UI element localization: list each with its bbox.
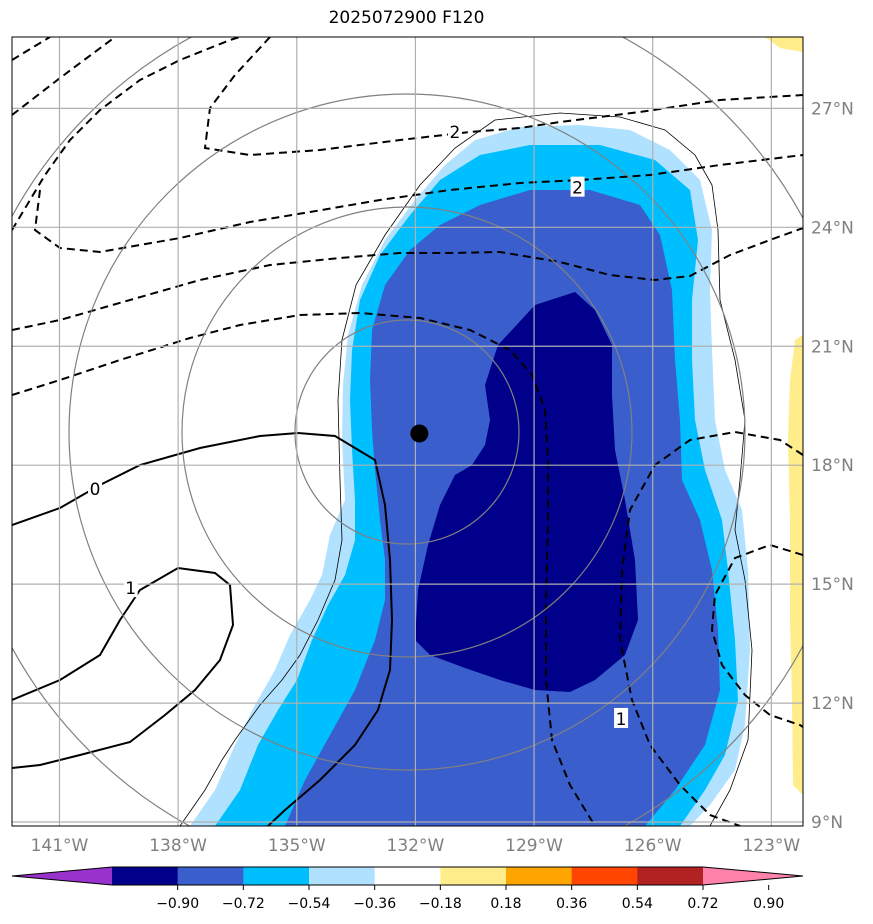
colorbar-segment xyxy=(637,867,704,885)
dashed-contour-6 xyxy=(12,227,803,331)
contour-label: 2 xyxy=(450,123,461,143)
contour-labels: 2 2 0 1 1 xyxy=(88,121,629,730)
fill-light-yellow-right xyxy=(788,335,803,795)
contour-label: 2 xyxy=(572,179,583,199)
colorbar-tick-label: 0.54 xyxy=(622,896,653,912)
colorbar-segment xyxy=(571,867,638,885)
range-ring-3 xyxy=(68,93,746,771)
contour-label-bg xyxy=(614,707,629,728)
colorbar-segment xyxy=(243,867,310,885)
colorbar-tick-label: 0.18 xyxy=(490,896,521,912)
colorbar-segment xyxy=(440,867,507,885)
lon-tick-label: 129°W xyxy=(505,836,563,856)
lon-tick-label: 126°W xyxy=(624,836,682,856)
contour-label-bg xyxy=(447,121,462,142)
colorbar-segment xyxy=(112,867,179,885)
dashed-contour-8 xyxy=(618,430,803,826)
contour-label-bg xyxy=(570,176,585,197)
lat-tick-label: 24°N xyxy=(811,218,854,238)
plot-frame xyxy=(11,36,804,827)
contour-label: 1 xyxy=(616,710,627,730)
colorbar-tick-label: −0.72 xyxy=(222,896,265,912)
colorbar-segment xyxy=(374,867,441,885)
colorbar-tick-label: 0.90 xyxy=(753,896,784,912)
lat-tick-label: 9°N xyxy=(811,813,843,833)
range-ring-1 xyxy=(294,319,520,545)
contour-label: 0 xyxy=(90,480,101,500)
dashed-contour-2 xyxy=(12,37,116,116)
lat-tick-label: 18°N xyxy=(811,456,854,476)
dashed-contour-7 xyxy=(12,311,596,826)
lat-tick-label: 21°N xyxy=(811,337,854,357)
contour-label: 1 xyxy=(125,579,136,599)
colorbar-tick-label: 0.72 xyxy=(687,896,718,912)
dashed-contour-3 xyxy=(12,37,241,231)
colorbar-tick-label: 0.36 xyxy=(556,896,587,912)
storm-center-marker xyxy=(410,424,429,443)
solid-contour-0 xyxy=(12,431,394,826)
fill-navy xyxy=(415,292,638,692)
lat-tick-label: 12°N xyxy=(811,694,854,714)
fill-light-yellow-top xyxy=(765,37,803,52)
contour-label-bg xyxy=(123,577,138,598)
colorbar-segment xyxy=(177,867,244,885)
dashed-contour-5 xyxy=(33,154,803,254)
colorbar: −0.90 −0.72 −0.54 −0.36 −0.18 0.18 0.36 0.54 0.7… xyxy=(11,866,804,912)
solid-contours xyxy=(12,431,394,826)
latitude-labels: 9°N 12°N 15°N 18°N 21°N 24°N 27°N xyxy=(811,99,854,833)
colorbar-tick-label: −0.90 xyxy=(156,896,199,912)
colorbar-tick-label: −0.18 xyxy=(419,896,462,912)
lon-tick-label: 141°W xyxy=(31,836,89,856)
lon-tick-label: 135°W xyxy=(268,836,326,856)
colorbar-segment xyxy=(309,867,376,885)
contour-label-bg xyxy=(88,477,103,498)
lat-tick-label: 15°N xyxy=(811,575,854,595)
colorbar-tick-label: −0.54 xyxy=(288,896,331,912)
filled-anomaly-field xyxy=(190,37,803,826)
colorbar-tick-label: −0.36 xyxy=(353,896,396,912)
dashed-contour-1 xyxy=(12,37,51,61)
graticule xyxy=(12,37,803,826)
dashed-contour-9 xyxy=(710,543,803,728)
colorbar-extend-low xyxy=(12,867,112,885)
lat-tick-label: 27°N xyxy=(811,99,854,119)
lon-tick-label: 138°W xyxy=(149,836,207,856)
map-title: 2025072900 F120 xyxy=(328,8,485,28)
range-rings xyxy=(12,37,803,826)
lon-tick-label: 132°W xyxy=(387,836,445,856)
range-ring-2 xyxy=(181,206,633,658)
colorbar-segment xyxy=(506,867,573,885)
colorbar-outline xyxy=(11,866,804,886)
lon-tick-label: 123°W xyxy=(742,836,800,856)
longitude-labels: 141°W 138°W 135°W 132°W 129°W 126°W 123°W xyxy=(31,836,801,856)
solid-contour-1 xyxy=(12,566,235,769)
colorbar-extend-high xyxy=(703,867,803,885)
